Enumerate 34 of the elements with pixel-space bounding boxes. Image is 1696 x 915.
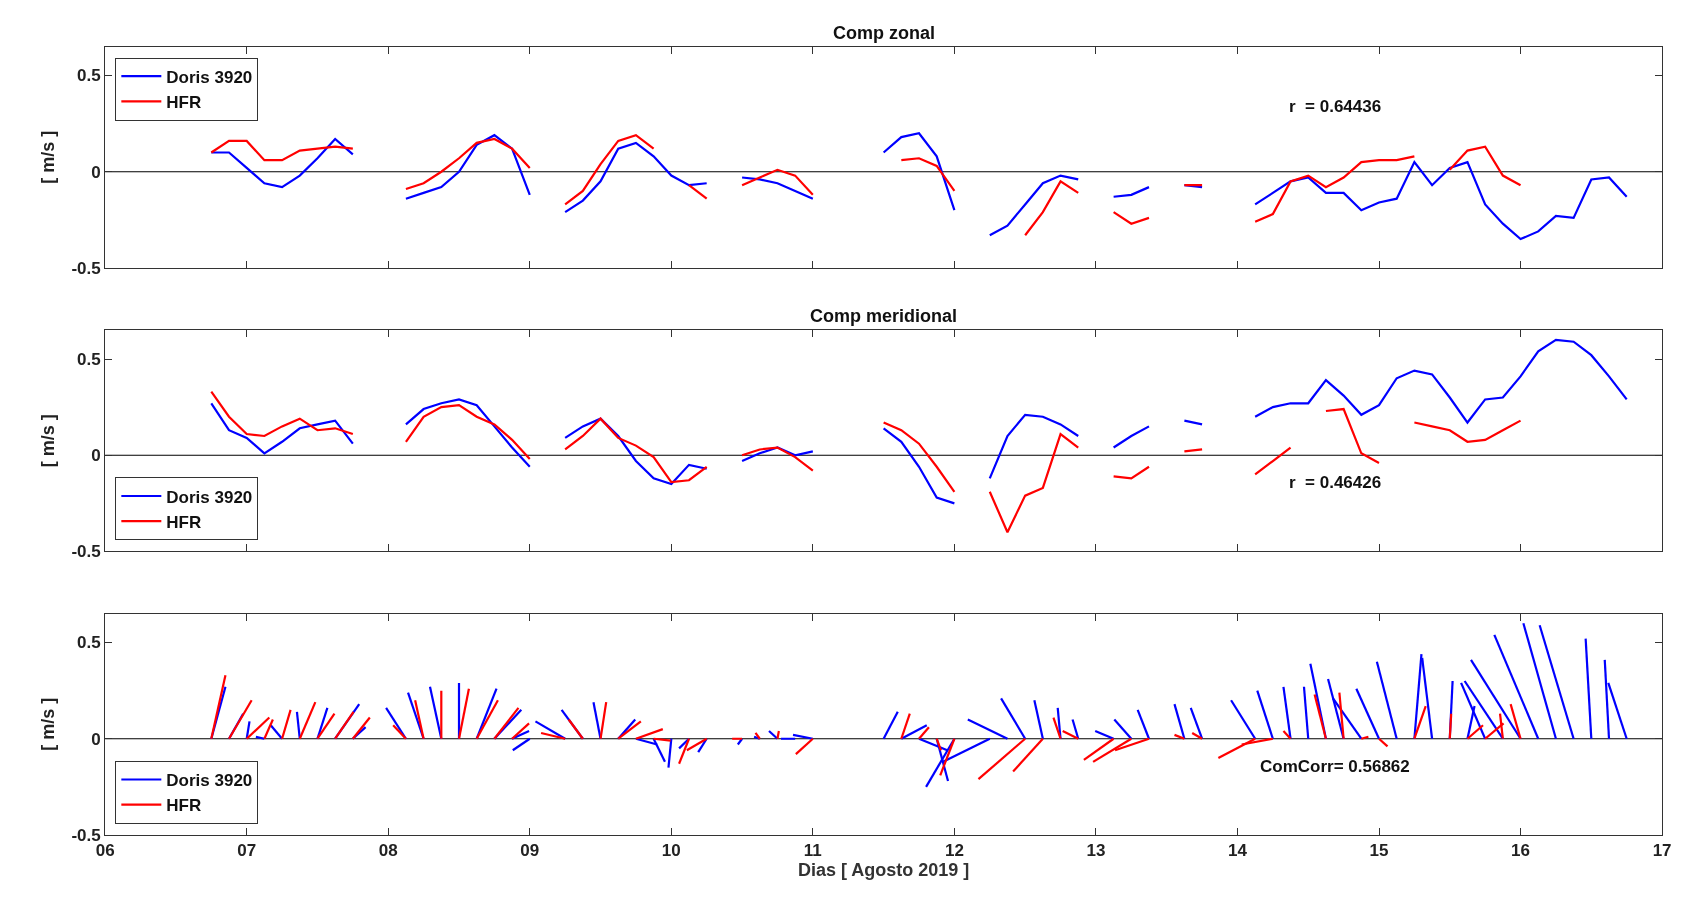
y-tick-label: -0.5 [71, 542, 101, 562]
x-tick-label: 17 [1652, 841, 1672, 861]
y-tick-label: 0.5 [77, 349, 101, 369]
legend-label: Doris 3920 [166, 771, 253, 791]
y-tick-label: 0.5 [77, 66, 101, 86]
annotation: r = 0.46426 [1289, 473, 1382, 492]
legend-label: HFR [166, 796, 202, 816]
legend-label: Doris 3920 [166, 487, 253, 507]
y-tick-label: 0.5 [77, 633, 101, 653]
y-axis-title: [ m/s ] [37, 697, 58, 751]
x-tick-label: 08 [378, 841, 398, 861]
x-tick-label: 12 [944, 841, 964, 861]
annotation: r = 0.64436 [1289, 97, 1382, 116]
y-tick-label: 0 [91, 162, 101, 182]
x-tick-label: 11 [803, 841, 822, 861]
x-tick-label: 10 [661, 841, 681, 861]
x-tick-label: 09 [520, 841, 540, 861]
chart-title: Comp meridional [810, 306, 958, 326]
legend-label: HFR [166, 512, 202, 532]
legend-label: Doris 3920 [166, 67, 253, 87]
annotation: ComCorr= 0.56862 [1260, 757, 1410, 776]
x-tick-label: 16 [1511, 841, 1530, 861]
legend-label: HFR [166, 92, 202, 112]
y-tick-label: 0 [91, 446, 101, 466]
y-axis-title: [ m/s ] [37, 130, 58, 184]
y-tick-label: -0.5 [71, 258, 101, 278]
chart-title: Comp zonal [833, 23, 935, 43]
y-tick-label: 0 [91, 729, 101, 749]
x-tick-label: 07 [237, 841, 257, 861]
x-axis-title: Dias [ Agosto 2019 ] [797, 860, 970, 881]
x-tick-label: 13 [1086, 841, 1106, 861]
x-tick-label: 15 [1369, 841, 1389, 861]
x-tick-label: 14 [1228, 841, 1248, 861]
y-axis-title: [ m/s ] [37, 414, 58, 468]
